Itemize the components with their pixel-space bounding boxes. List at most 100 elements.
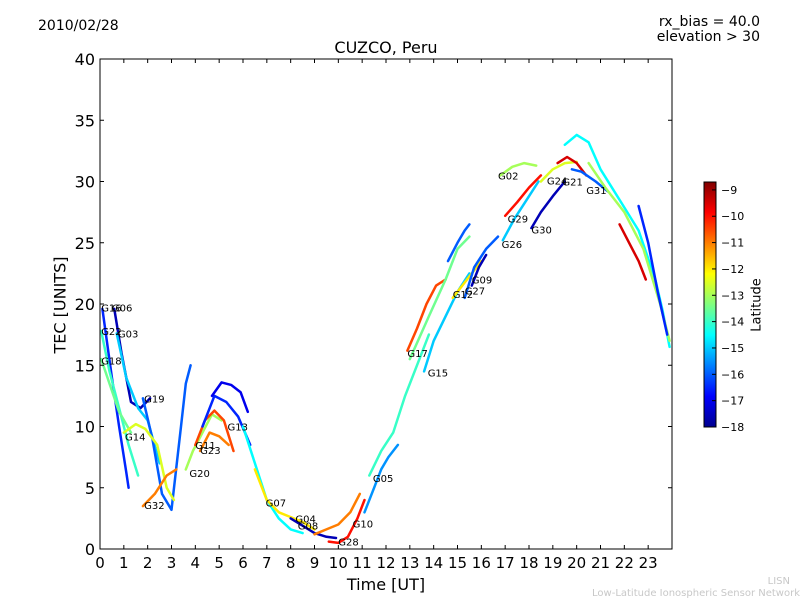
xtick-label-8: 8 <box>286 554 296 572</box>
xtick-label-10: 10 <box>329 554 348 572</box>
rx-bias-note: rx_bias = 40.0 <box>658 14 760 30</box>
series-g18 <box>99 357 133 434</box>
colorbar-tick-label: −10 <box>721 210 744 223</box>
xtick-label-12: 12 <box>376 554 395 572</box>
label-g27: G27 <box>465 287 485 298</box>
label-g05: G05 <box>373 474 393 485</box>
series-g_day3 <box>368 333 431 477</box>
series-g_day2 <box>446 223 471 263</box>
xtick-label-2: 2 <box>143 554 153 572</box>
label-g23: G23 <box>200 446 220 457</box>
series-g20 <box>184 413 223 471</box>
xtick-label-9: 9 <box>310 554 320 572</box>
colorbar-tick-label: −9 <box>721 184 737 197</box>
series-g21 <box>556 155 588 177</box>
label-g12: G12 <box>453 290 473 301</box>
xtick-label-18: 18 <box>519 554 538 572</box>
series-g28 <box>327 498 366 545</box>
series-g31 <box>570 168 609 193</box>
label-g08: G08 <box>298 522 318 533</box>
colorbar <box>703 181 717 428</box>
label-g28: G28 <box>338 538 358 549</box>
xtick-label-20: 20 <box>567 554 586 572</box>
ytick-label-35: 35 <box>75 111 95 130</box>
ytick-label-40: 40 <box>75 50 95 69</box>
ytick-label-15: 15 <box>75 356 95 375</box>
xtick-label-22: 22 <box>615 554 634 572</box>
footer-network-name: Low-Latitude Ionospheric Sensor Network <box>592 588 800 599</box>
xtick-label-15: 15 <box>448 554 467 572</box>
series-g15 <box>422 272 471 373</box>
label-g17: G17 <box>407 349 427 360</box>
xtick-label-5: 5 <box>214 554 224 572</box>
label-g06: G06 <box>112 304 132 315</box>
label-g16: G16 <box>101 304 121 315</box>
label-g18: G18 <box>101 356 121 367</box>
colorbar-tick-label: −15 <box>721 342 744 355</box>
ytick-label-30: 30 <box>75 173 95 192</box>
label-g20: G20 <box>189 469 209 480</box>
colorbar-tick-label: −16 <box>721 368 744 381</box>
xtick-label-21: 21 <box>591 554 610 572</box>
x-ticks: 0 1 2 3 4 5 6 7 8 9 10 11 12 13 14 15 16 17 18 19 20 21 22 23 <box>95 59 658 572</box>
xtick-label-14: 14 <box>424 554 443 572</box>
series-g_day1 <box>408 235 471 361</box>
series-g30 <box>530 180 567 230</box>
series-g10 <box>313 492 362 536</box>
ytick-label-5: 5 <box>85 479 95 498</box>
series-g14 <box>122 422 176 502</box>
series-g02 <box>499 161 538 177</box>
colorbar-tick-label: −14 <box>721 316 744 329</box>
series-g04 <box>253 468 316 531</box>
series-g_late2 <box>618 223 648 281</box>
label-g07: G07 <box>266 498 286 509</box>
series-layer <box>99 133 671 545</box>
xtick-label-4: 4 <box>191 554 201 572</box>
xtick-label-6: 6 <box>238 554 248 572</box>
label-g10: G10 <box>353 519 373 530</box>
series-g12 <box>451 259 483 300</box>
xtick-label-0: 0 <box>95 554 105 572</box>
xtick-label-11: 11 <box>353 554 372 572</box>
label-g21: G21 <box>562 178 582 189</box>
label-g29: G29 <box>508 214 528 225</box>
series-g27 <box>463 235 500 300</box>
series-g17 <box>406 278 447 352</box>
y-ticks: 0 5 10 15 20 25 30 35 40 <box>75 50 672 559</box>
colorbar-tick-label: −11 <box>721 237 744 250</box>
series-g26 <box>501 180 540 242</box>
colorbar-tick-label: −17 <box>721 395 744 408</box>
ytick-label-25: 25 <box>75 234 95 253</box>
colorbar-tick-label: −18 <box>721 421 744 434</box>
series-g32 <box>141 468 178 508</box>
xtick-label-1: 1 <box>119 554 129 572</box>
label-g24: G24 <box>547 176 567 187</box>
colorbar-tick-label: −13 <box>721 289 744 302</box>
series-g29 <box>503 174 543 218</box>
label-g32: G32 <box>144 501 164 512</box>
footer-acronym: LISN <box>767 576 790 587</box>
label-g15: G15 <box>428 369 448 380</box>
xtick-label-19: 19 <box>543 554 562 572</box>
label-g09: G09 <box>472 276 492 287</box>
date-label: 2010/02/28 <box>38 18 119 34</box>
elevation-note: elevation > 30 <box>656 29 760 45</box>
label-g30: G30 <box>531 225 551 236</box>
label-g13: G13 <box>228 423 248 434</box>
series-g16 <box>101 307 130 490</box>
xtick-label-23: 23 <box>639 554 658 572</box>
chart-title: CUZCO, Peru <box>334 38 438 57</box>
series-g21_morning <box>210 381 250 414</box>
xtick-label-7: 7 <box>262 554 272 572</box>
label-g14: G14 <box>125 432 145 443</box>
xtick-label-3: 3 <box>167 554 177 572</box>
colorbar-tick-label: −12 <box>721 263 744 276</box>
series-g07 <box>241 425 304 535</box>
ytick-label-0: 0 <box>85 540 95 559</box>
series-g24 <box>539 160 578 183</box>
series-g_late3 <box>637 204 669 336</box>
xtick-label-16: 16 <box>472 554 491 572</box>
series-g23 <box>198 431 230 453</box>
colorbar-ticks: −9 −10 −11 −12 −13 −14 −15 −16 −17 −18 <box>712 184 744 434</box>
